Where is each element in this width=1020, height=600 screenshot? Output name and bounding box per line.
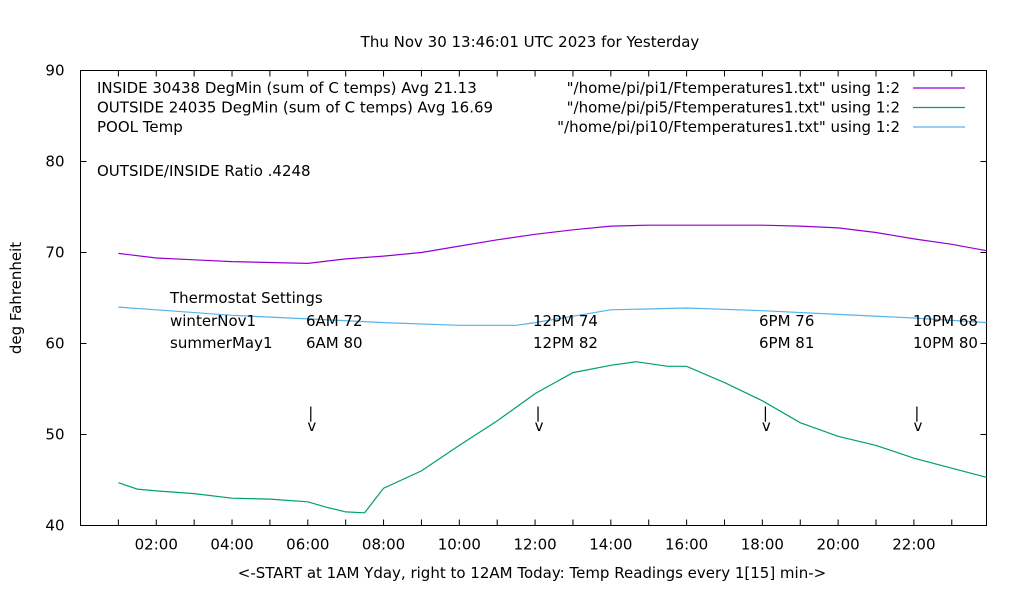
x-tick-label: 12:00 xyxy=(513,536,556,554)
y-axis-label: deg Fahrenheit xyxy=(7,242,25,354)
marker-arrow: v xyxy=(535,417,544,435)
thermostat-row-label: winterNov1 xyxy=(170,312,256,330)
legend-source: "/home/pi/pi10/Ftemperatures1.txt" using… xyxy=(557,118,900,136)
thermostat-setting: 12PM 74 xyxy=(533,312,598,330)
y-tick-label: 70 xyxy=(45,244,64,262)
x-axis-label: <-START at 1AM Yday, right to 12AM Today… xyxy=(238,564,826,582)
chart-title: Thu Nov 30 13:46:01 UTC 2023 for Yesterd… xyxy=(360,33,700,51)
legend-name: OUTSIDE 24035 DegMin (sum of C temps) Av… xyxy=(97,99,493,117)
x-tick-label: 08:00 xyxy=(362,536,405,554)
y-tick-label: 60 xyxy=(45,335,64,353)
x-tick-label: 14:00 xyxy=(589,536,632,554)
x-tick-label: 16:00 xyxy=(665,536,708,554)
marker-arrow: v xyxy=(307,417,316,435)
y-tick-label: 80 xyxy=(45,153,64,171)
x-tick-label: 10:00 xyxy=(438,536,481,554)
thermostat-setting: 10PM 80 xyxy=(913,334,978,352)
x-tick-label: 02:00 xyxy=(135,536,178,554)
y-tick-label: 40 xyxy=(45,517,64,535)
legend-source: "/home/pi/pi5/Ftemperatures1.txt" using … xyxy=(567,99,900,117)
thermostat-setting: 12PM 82 xyxy=(533,334,598,352)
ratio-label: OUTSIDE/INSIDE Ratio .4248 xyxy=(97,162,311,180)
x-tick-label: 18:00 xyxy=(741,536,784,554)
x-tick-label: 04:00 xyxy=(210,536,253,554)
marker-bar: | xyxy=(308,404,313,422)
thermostat-setting: 6PM 81 xyxy=(759,334,814,352)
plot-border xyxy=(80,70,987,526)
legend-name: POOL Temp xyxy=(97,118,183,136)
thermostat-setting: 6AM 72 xyxy=(306,312,363,330)
y-tick-label: 50 xyxy=(45,426,64,444)
thermostat-setting: 6PM 76 xyxy=(759,312,814,330)
thermostat-title: Thermostat Settings xyxy=(169,289,323,307)
legend-name: INSIDE 30438 DegMin (sum of C temps) Avg… xyxy=(97,79,477,97)
thermostat-row-label: summerMay1 xyxy=(170,334,273,352)
marker-arrow: v xyxy=(762,417,771,435)
series-line-0 xyxy=(118,224,987,265)
marker-arrow: v xyxy=(913,417,922,435)
legend-source: "/home/pi/pi1/Ftemperatures1.txt" using … xyxy=(567,79,900,97)
thermostat-setting: 10PM 68 xyxy=(913,312,978,330)
y-tick-label: 90 xyxy=(45,62,64,80)
marker-bar: | xyxy=(914,404,919,422)
thermostat-setting: 6AM 80 xyxy=(306,334,363,352)
series-line-2 xyxy=(118,306,987,326)
x-tick-label: 20:00 xyxy=(817,536,860,554)
marker-bar: | xyxy=(763,404,768,422)
x-tick-label: 06:00 xyxy=(286,536,329,554)
marker-bar: | xyxy=(536,404,541,422)
series-line-1 xyxy=(118,361,987,514)
x-tick-label: 22:00 xyxy=(892,536,935,554)
